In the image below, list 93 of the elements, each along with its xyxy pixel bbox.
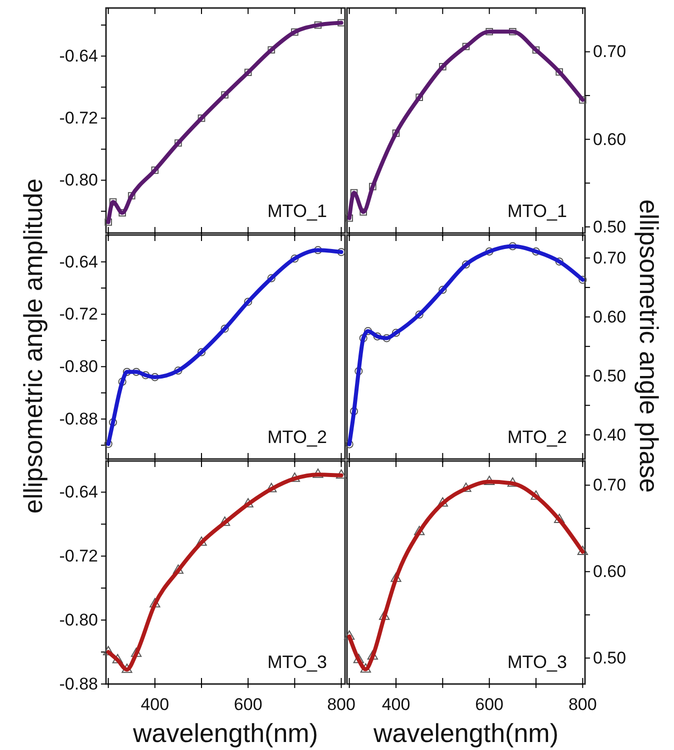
x-tick-label: 800 xyxy=(327,695,356,714)
y2-tick-label: 0.60 xyxy=(593,307,626,326)
annotation: MTO_2 xyxy=(507,427,567,447)
point xyxy=(172,564,184,574)
point xyxy=(437,497,448,507)
x-axis-title: wavelength(nm) xyxy=(372,718,558,748)
point xyxy=(555,257,564,266)
x-tick-label: 600 xyxy=(475,695,504,714)
y2-axis-title: ellipsometric angle phase xyxy=(634,199,664,493)
point xyxy=(486,28,493,36)
point xyxy=(128,192,136,200)
y2-tick-label: 0.50 xyxy=(593,366,626,386)
point xyxy=(350,407,358,416)
point xyxy=(382,334,391,342)
y2-tick-label: 0.50 xyxy=(593,217,626,236)
point xyxy=(108,418,118,426)
annotation: MTO_1 xyxy=(267,201,327,221)
point xyxy=(532,247,540,256)
y2-tick-label: 0.70 xyxy=(593,42,626,62)
point xyxy=(112,654,123,664)
x-tick-label: 400 xyxy=(382,695,410,714)
point xyxy=(438,286,447,294)
y-tick-label: -0.80 xyxy=(59,357,98,376)
point xyxy=(104,440,112,448)
y2-tick-label: 0.40 xyxy=(593,425,626,444)
point xyxy=(353,654,364,664)
y-tick-label: -0.88 xyxy=(59,674,98,694)
point xyxy=(392,130,400,137)
y2-tick-label: 0.60 xyxy=(593,130,626,149)
point xyxy=(379,610,390,620)
annotation: MTO_2 xyxy=(267,427,327,447)
y-tick-label: -0.80 xyxy=(59,610,98,630)
point xyxy=(364,327,372,336)
point xyxy=(338,19,345,26)
point xyxy=(485,247,494,256)
line-series xyxy=(347,244,585,446)
point xyxy=(414,526,425,536)
point xyxy=(578,276,587,284)
point xyxy=(346,214,353,222)
y-tick-label: -0.72 xyxy=(59,546,98,566)
point xyxy=(337,248,346,256)
point xyxy=(344,630,355,640)
x-tick-label: 800 xyxy=(568,695,597,714)
y-tick-label: -0.88 xyxy=(59,409,98,428)
point xyxy=(142,371,150,380)
line-series xyxy=(106,20,344,224)
y2-tick-label: 0.60 xyxy=(593,562,626,582)
point xyxy=(174,366,182,375)
point xyxy=(104,218,112,226)
point xyxy=(360,663,371,673)
point xyxy=(462,260,470,269)
point xyxy=(267,274,276,282)
point xyxy=(392,328,400,337)
point xyxy=(354,367,363,376)
point xyxy=(390,572,402,582)
annotation: MTO_3 xyxy=(267,652,327,672)
y-tick-label: -0.72 xyxy=(59,304,98,324)
annotation: MTO_3 xyxy=(507,652,567,672)
y-tick-label: -0.64 xyxy=(59,46,98,66)
line-series xyxy=(106,248,344,446)
point xyxy=(122,664,132,673)
y2-tick-label: 0.70 xyxy=(593,476,626,495)
point xyxy=(369,182,376,190)
point xyxy=(220,324,229,333)
annotation: MTO_1 xyxy=(507,201,567,221)
y-tick-label: -0.72 xyxy=(59,108,98,128)
point xyxy=(577,546,588,556)
point xyxy=(150,598,160,608)
y-tick-label: -0.64 xyxy=(59,482,98,502)
point xyxy=(367,650,378,660)
point xyxy=(336,469,347,479)
x-tick-label: 600 xyxy=(234,695,262,714)
point xyxy=(130,648,142,657)
x-axis-title: wavelength(nm) xyxy=(132,718,318,748)
point xyxy=(314,21,322,29)
point xyxy=(554,514,565,524)
point xyxy=(244,298,252,306)
y-tick-label: -0.64 xyxy=(59,252,98,272)
point xyxy=(416,94,423,101)
y2-tick-label: 0.70 xyxy=(593,248,626,268)
point xyxy=(290,254,299,263)
point xyxy=(291,28,298,36)
point xyxy=(345,440,354,448)
point xyxy=(484,476,495,486)
line-series xyxy=(347,30,585,220)
y-tick-label: -0.80 xyxy=(59,170,98,190)
point xyxy=(196,536,207,546)
y-axis-title: ellipsometric angle amplitude xyxy=(18,178,48,514)
point xyxy=(197,348,206,356)
point xyxy=(415,310,424,319)
y2-tick-label: 0.50 xyxy=(593,648,626,668)
x-tick-label: 400 xyxy=(140,695,170,714)
point xyxy=(373,332,382,340)
